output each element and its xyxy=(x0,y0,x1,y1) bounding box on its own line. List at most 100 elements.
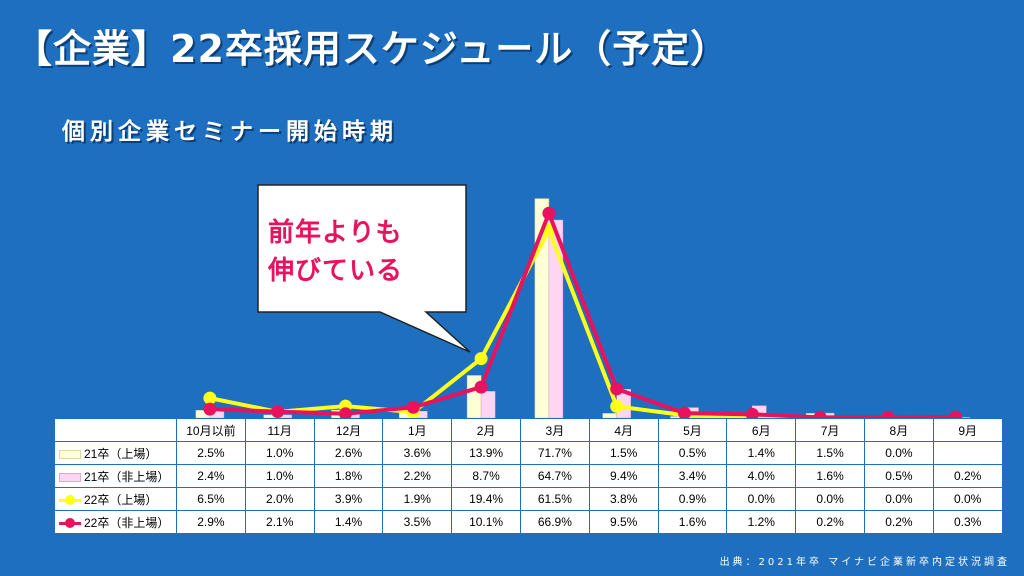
point-22-listed-6 xyxy=(610,399,624,413)
point-22-unlisted-6 xyxy=(610,382,624,396)
table-cell: 3.4% xyxy=(657,464,728,488)
table-header-5: 3月 xyxy=(519,418,590,442)
callout-text: 前年よりも 伸びている xyxy=(268,214,448,290)
table-cell: 1.5% xyxy=(795,441,865,465)
table-cell: 1.9% xyxy=(382,487,453,511)
table-cell: 3.9% xyxy=(313,487,384,511)
series-label-3: 22卒（非上場） xyxy=(54,510,177,534)
table-cell: 1.0% xyxy=(244,441,315,465)
table-header-4: 2月 xyxy=(451,418,521,442)
table-cell: 4.0% xyxy=(726,464,797,488)
table-cell: 64.7% xyxy=(519,464,590,488)
legend-swatch-22-listed xyxy=(59,494,81,506)
line-22-unlisted xyxy=(209,211,956,420)
point-22-unlisted-4 xyxy=(474,380,488,394)
data-table: 10月以前 11月 12月 1月 2月 3月 4月 5月 6月 7月 8月 9月 21卒（上場） 2.5… xyxy=(54,418,1003,534)
table-cell: 71.7% xyxy=(519,441,590,465)
table-cell: 0.0% xyxy=(932,487,1003,511)
table-cell: 2.1% xyxy=(244,510,315,534)
series-name: 22卒（上場） xyxy=(84,492,158,507)
series-label-1: 21卒（非上場） xyxy=(54,464,177,488)
callout-shape xyxy=(257,184,471,353)
table-cell: 9.5% xyxy=(588,510,659,534)
table-row: 21卒（上場） 2.5% 1.0% 2.6% 3.6% 13.9% 71.7% 1.5% 0.5… xyxy=(54,441,1003,465)
series-name: 21卒（非上場） xyxy=(84,469,170,484)
callout-line-1: 前年よりも xyxy=(268,218,403,248)
point-22-unlisted-5 xyxy=(542,206,556,220)
page-title: 【企業】22卒採用スケジュール（予定） xyxy=(14,27,730,71)
table-header-2: 12月 xyxy=(313,418,384,442)
point-22-unlisted-7 xyxy=(678,406,691,420)
bar-21-unlisted-4 xyxy=(480,391,496,419)
table-header-7: 5月 xyxy=(657,418,728,442)
table-row: 21卒（非上場） 2.4% 1.0% 1.8% 2.2% 8.7% 64.7% 9.4% 3.4… xyxy=(54,464,1003,488)
table-cell: 9.4% xyxy=(588,464,659,488)
legend-swatch-22-unlisted xyxy=(59,517,81,529)
table-cell: 1.5% xyxy=(588,441,659,465)
table-header-9: 7月 xyxy=(795,418,865,442)
table-cell: 0.0% xyxy=(795,487,865,511)
table-cell: 10.1% xyxy=(451,510,521,534)
table-cell: 1.6% xyxy=(795,464,865,488)
callout-line-2: 伸びている xyxy=(268,256,404,286)
table-cell: 1.4% xyxy=(313,510,384,534)
table-cell: 0.2% xyxy=(795,510,865,534)
table-cell: 1.6% xyxy=(657,510,728,534)
table-header-0: 10月以前 xyxy=(176,418,246,442)
table-cell: 0.5% xyxy=(657,441,728,465)
table-cell: 0.0% xyxy=(726,487,797,511)
table-cell: 8.7% xyxy=(451,464,521,488)
table-cell: 1.0% xyxy=(244,464,315,488)
table-header-8: 6月 xyxy=(726,418,797,442)
table-cell: 66.9% xyxy=(519,510,590,534)
table-cell: 2.0% xyxy=(244,487,315,511)
point-22-unlisted-1 xyxy=(271,405,285,419)
table-cell: 19.4% xyxy=(451,487,521,511)
table-cell: 2.6% xyxy=(313,441,384,465)
table-header-11: 9月 xyxy=(932,418,1003,442)
table-row: 22卒（非上場） 2.9% 2.1% 1.4% 3.5% 10.1% 66.9% 9.5% 1.… xyxy=(54,510,1003,534)
callout-bubble xyxy=(257,184,471,353)
table-header-3: 1月 xyxy=(382,418,453,442)
table-cell: 0.2% xyxy=(863,510,934,534)
series-name: 21卒（上場） xyxy=(84,446,158,461)
table-cell: 0.9% xyxy=(657,487,728,511)
source-note: 出典：2021年卒 マイナビ企業新卒内定状況調査 xyxy=(719,557,1010,568)
table-cell: 0.2% xyxy=(932,464,1003,488)
table-cell: 0.5% xyxy=(863,464,934,488)
series-label-0: 21卒（上場） xyxy=(54,441,177,465)
table-cell xyxy=(932,441,1003,465)
table-cell: 0.0% xyxy=(863,441,934,465)
table-corner xyxy=(54,418,177,442)
point-22-listed-4 xyxy=(474,352,488,366)
table-cell: 3.5% xyxy=(382,510,453,534)
table-cell: 0.0% xyxy=(863,487,934,511)
table-header-1: 11月 xyxy=(244,418,315,442)
table-cell: 1.4% xyxy=(726,441,797,465)
series-label-2: 22卒（上場） xyxy=(54,487,177,511)
table-cell: 1.2% xyxy=(726,510,797,534)
legend-swatch-21-listed xyxy=(59,449,81,459)
table-cell: 1.8% xyxy=(313,464,384,488)
series-name: 22卒（非上場） xyxy=(84,515,170,530)
table-cell: 2.2% xyxy=(382,464,453,488)
point-22-listed-0 xyxy=(203,391,217,405)
table-cell: 61.5% xyxy=(519,487,590,511)
table-cell: 2.4% xyxy=(176,464,246,488)
table-header-10: 8月 xyxy=(863,418,934,442)
legend-swatch-21-unlisted xyxy=(59,472,81,482)
table-row: 22卒（上場） 6.5% 2.0% 3.9% 1.9% 19.4% 61.5% 3.8% 0.9… xyxy=(54,487,1003,511)
point-22-unlisted-8 xyxy=(745,407,759,421)
table-cell: 2.5% xyxy=(176,441,246,465)
table-cell: 13.9% xyxy=(451,441,521,465)
table-cell: 0.3% xyxy=(932,510,1003,534)
table-cell: 3.6% xyxy=(382,441,453,465)
point-22-unlisted-0 xyxy=(203,402,217,416)
chart-subtitle: 個別企業セミナー開始時期 xyxy=(62,119,398,145)
table-cell: 3.8% xyxy=(588,487,659,511)
point-22-unlisted-3 xyxy=(406,400,420,414)
table-cell: 6.5% xyxy=(176,487,246,511)
point-22-unlisted-2 xyxy=(339,407,352,421)
table-header-row: 10月以前 11月 12月 1月 2月 3月 4月 5月 6月 7月 8月 9月 xyxy=(54,418,1003,442)
